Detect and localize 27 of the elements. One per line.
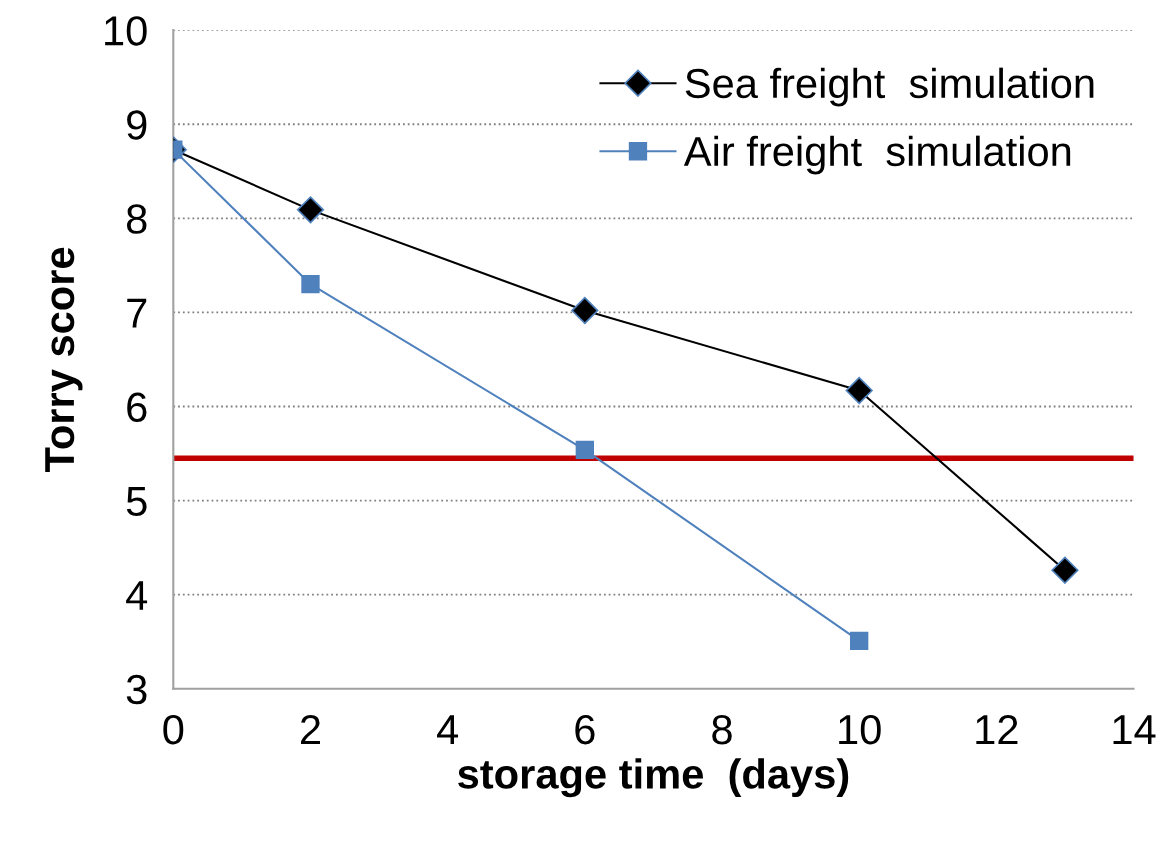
x-tick-label: 8 [712,714,732,745]
y-tick-label: 3 [126,674,147,705]
point [301,275,320,294]
point [850,631,869,650]
point [296,196,325,224]
x-tick-label: 0 [163,714,184,745]
y-tick-label: 10 [105,16,147,46]
x-tick-label: 6 [575,714,595,745]
x-tick-label: 4 [437,715,459,744]
point [845,376,873,405]
x-axis-title: storage time (days) [458,758,849,798]
y-tick-label: 4 [126,581,148,610]
point [571,296,599,325]
y-tick-label: 7 [127,298,147,328]
x-tick-label: 10 [839,714,881,745]
y-tick-label: 9 [127,110,147,140]
y-tick-label: 6 [127,392,147,423]
x-tick-label: 2 [300,714,320,744]
y-tick-label: 8 [126,204,147,234]
y-tick-label: 5 [126,487,147,517]
point [575,440,594,459]
x-tick-label: 12 [976,714,1018,744]
point [1051,556,1079,584]
x-tick-label: 14 [1113,715,1156,744]
legend-label: Sea freight simulation [685,67,1094,107]
y-axis-title: Torry score [45,247,83,473]
legend-label: Air freight simulation [683,135,1071,175]
